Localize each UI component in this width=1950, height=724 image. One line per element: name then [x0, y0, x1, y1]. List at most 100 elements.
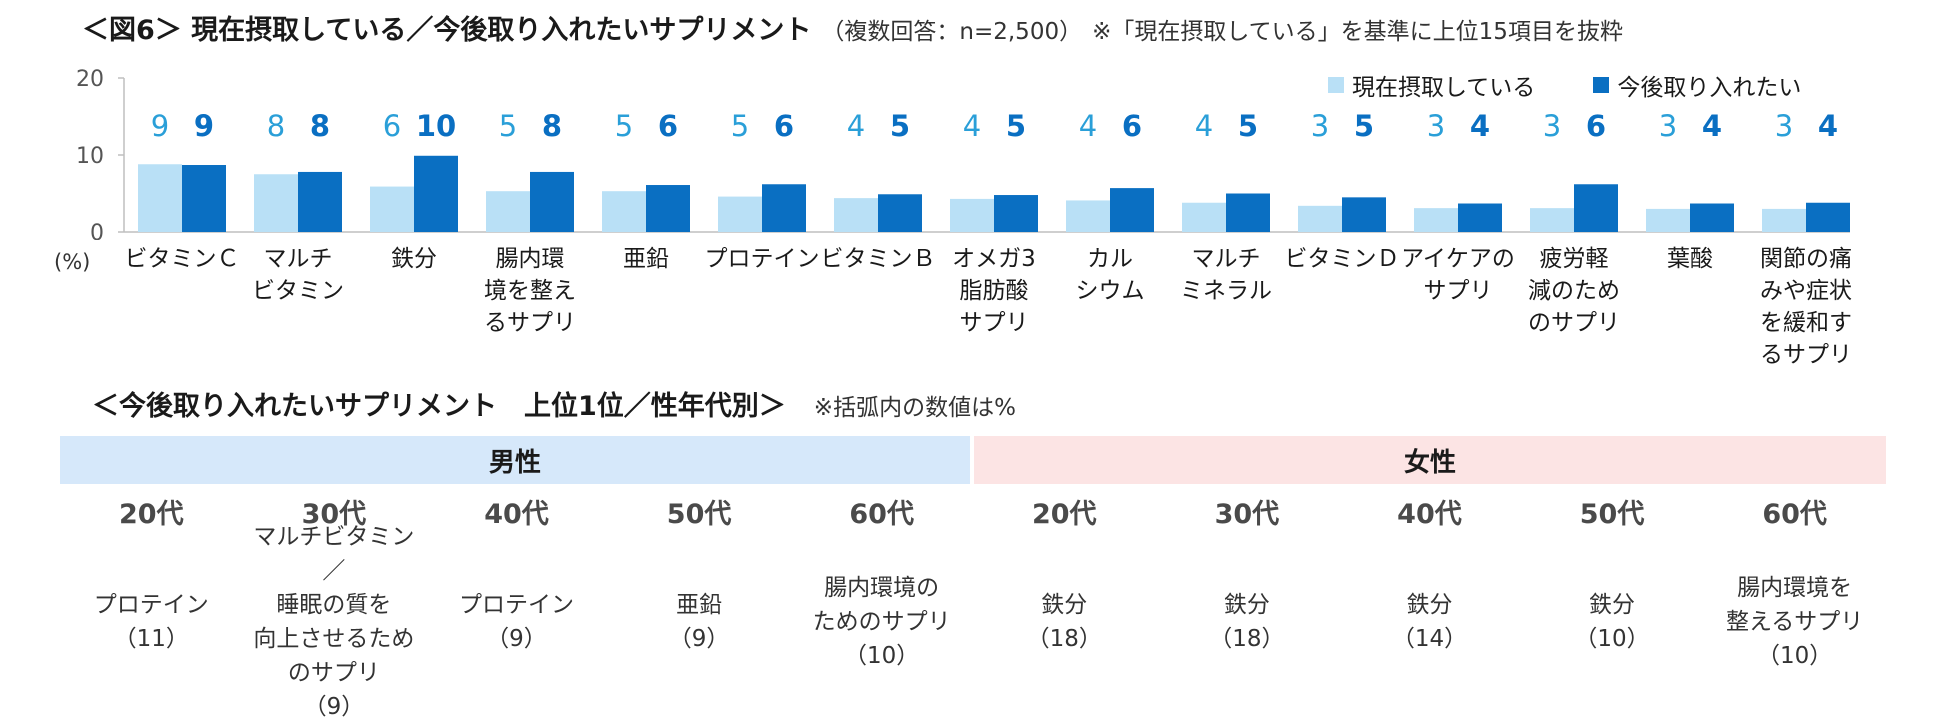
data-label-future: 8: [310, 109, 330, 143]
result-name: 腸内環境の ためのサプリ: [812, 575, 951, 635]
bar-future: [1342, 197, 1386, 232]
category-label: 関節の痛 みや症状 を緩和す るサプリ: [1760, 246, 1852, 368]
result-value: （10）: [1574, 626, 1650, 652]
bar-future: [530, 171, 574, 232]
y-tick-label: 10: [76, 144, 104, 169]
age-row: 20代 30代 40代 50代 60代 20代 30代 40代 50代 60代: [60, 492, 1886, 531]
data-label-current: 8: [267, 109, 285, 143]
data-label-current: 6: [383, 109, 401, 143]
bar-current: [486, 191, 530, 232]
bar-current: [718, 196, 762, 232]
result-value: （11）: [113, 626, 189, 652]
category-label: カル シウム: [1075, 246, 1145, 304]
category-label: 亜鉛: [623, 246, 669, 272]
category-label: 葉酸: [1667, 246, 1713, 272]
bar-future: [646, 185, 690, 232]
y-tick-label: 0: [90, 221, 104, 240]
data-label-current: 5: [731, 109, 749, 143]
data-label-future: 4: [1818, 109, 1838, 143]
chart-title-main: ＜図6＞ 現在摂取している／今後取り入れたいサプリメント: [82, 15, 812, 46]
result-value: （18）: [1026, 626, 1102, 652]
data-label-current: 3: [1775, 109, 1793, 143]
bar-future: [1574, 184, 1618, 232]
bar-current: [370, 186, 414, 232]
result-cell: 腸内環境の ためのサプリ （10）: [790, 532, 973, 712]
legend-item-current: 現在摂取している: [1328, 68, 1535, 102]
result-value: （10）: [844, 643, 920, 669]
category-label: ビタミンＣ: [124, 246, 240, 272]
result-cell: 鉄分 （10）: [1521, 532, 1704, 712]
result-name: 鉄分: [1223, 592, 1270, 618]
ranking-title-text: ＜今後取り入れたいサプリメント 上位1位／性年代別＞: [92, 391, 786, 422]
data-label-future: 10: [416, 109, 456, 143]
bar-future: [762, 184, 806, 232]
legend-label-current: 現在摂取している: [1352, 75, 1536, 101]
data-label-future: 4: [1470, 109, 1490, 143]
bar-current: [1646, 208, 1690, 232]
result-cell: 鉄分 （14）: [1338, 532, 1521, 712]
ranking-note: ※括弧内の数値は%: [813, 395, 1016, 421]
bar-current: [138, 164, 182, 232]
category-label: 腸内環 境を整え るサプリ: [484, 246, 576, 336]
data-label-future: 6: [1122, 109, 1142, 143]
category-label: ビタミンＢ: [820, 246, 936, 272]
legend-swatch-current: [1328, 77, 1344, 93]
bar-future: [1458, 203, 1502, 232]
result-value: （10）: [1757, 643, 1833, 669]
bar-current: [1182, 202, 1226, 232]
age-label: 40代: [1397, 499, 1462, 530]
result-value: （14）: [1391, 626, 1468, 652]
result-cell: 鉄分 （18）: [973, 532, 1156, 712]
data-label-current: 4: [1195, 109, 1213, 143]
age-label: 50代: [666, 499, 732, 530]
result-name: 鉄分: [1041, 592, 1088, 618]
age-label: 20代: [119, 499, 184, 530]
result-value: （9）: [668, 626, 730, 652]
category-label: 疲労軽 減のため のサプリ: [1528, 246, 1620, 336]
category-label: マルチ ミネラル: [1180, 246, 1272, 304]
legend-label-future: 今後取り入れたい: [1617, 75, 1802, 101]
result-name: 鉄分: [1406, 592, 1453, 618]
data-label-future: 5: [890, 109, 910, 143]
bar-current: [1414, 208, 1458, 232]
age-label: 30代: [301, 499, 367, 530]
data-label-future: 5: [1238, 109, 1258, 143]
bar-future: [414, 155, 458, 232]
data-label-future: 8: [542, 109, 562, 143]
y-tick-label: 20: [76, 67, 104, 92]
bar-future: [1110, 188, 1154, 232]
data-label-future: 9: [194, 109, 214, 143]
bar-current: [602, 191, 646, 232]
data-label-future: 6: [1586, 109, 1606, 143]
legend: 現在摂取している 今後取り入れたい: [1328, 68, 1859, 102]
result-cell: 鉄分 （18）: [1156, 532, 1339, 712]
male-header: 男性: [60, 436, 970, 484]
result-cell: 亜鉛 （9）: [608, 532, 791, 712]
age-label: 40代: [484, 499, 549, 530]
age-label: 60代: [1762, 499, 1827, 530]
ranking-title: ＜今後取り入れたいサプリメント 上位1位／性年代別＞ ※括弧内の数値は%: [92, 384, 1016, 423]
category-label: プロテイン: [704, 246, 820, 272]
result-cell: 腸内環境を 整えるサプリ （10）: [1703, 532, 1886, 712]
data-label-current: 5: [615, 109, 633, 143]
age-label: 50代: [1579, 499, 1645, 530]
bar-current: [1066, 200, 1110, 232]
result-name: プロテイン: [93, 592, 209, 618]
age-label: 60代: [849, 499, 914, 530]
bar-future: [1690, 203, 1734, 232]
bar-future: [878, 194, 922, 232]
bar-future: [994, 195, 1038, 232]
legend-swatch-future: [1593, 77, 1610, 93]
bar-current: [1298, 205, 1342, 232]
category-label: マルチ ビタミン: [252, 246, 344, 304]
chart-title-note: （複数回答：n=2,500）: [821, 19, 1083, 45]
y-axis-unit: (%): [54, 250, 91, 274]
category-label: ビタミンＤ: [1284, 246, 1400, 272]
data-label-current: 3: [1427, 109, 1445, 143]
data-label-current: 4: [1079, 109, 1097, 143]
result-name: プロテイン: [458, 592, 574, 618]
chart-title-note2: ※「現在摂取している」を基準に上位15項目を抜粋: [1092, 19, 1623, 45]
data-label-future: 4: [1702, 109, 1722, 143]
bar-current: [254, 174, 298, 232]
